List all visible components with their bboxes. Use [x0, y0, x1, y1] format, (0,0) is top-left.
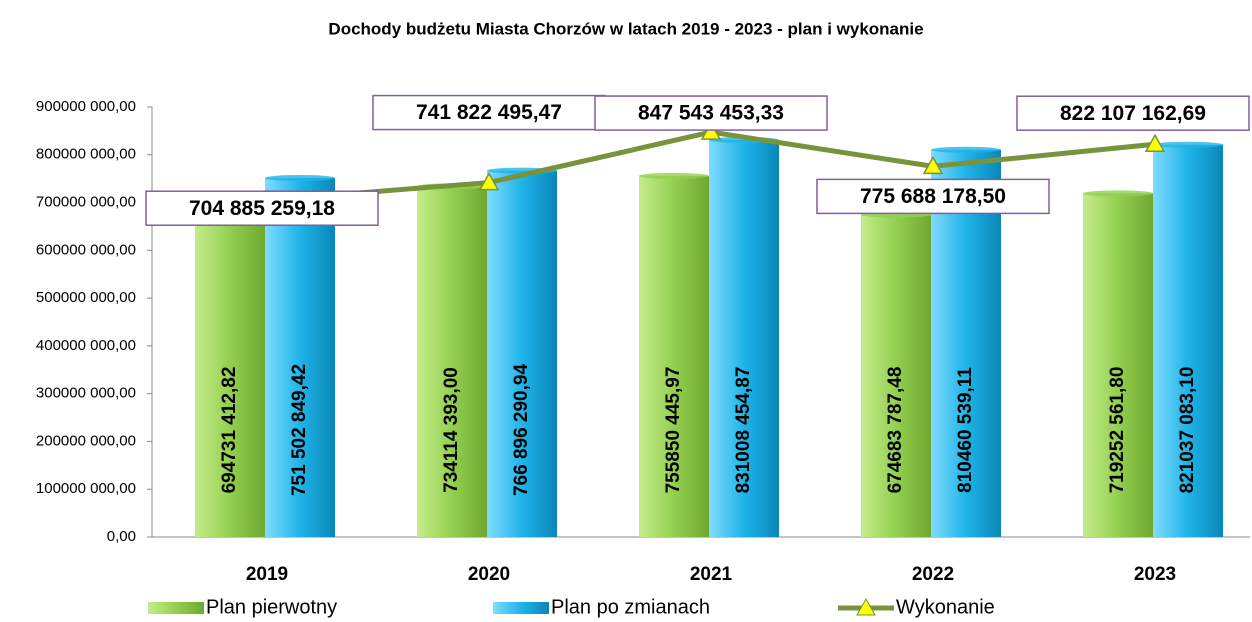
bar	[1153, 144, 1223, 537]
line-marker	[478, 172, 500, 191]
line-value-label: 775 688 178,50	[860, 185, 1006, 208]
bar-value-label: 821037 083,10	[1177, 367, 1198, 494]
bar-top	[639, 172, 709, 179]
value-label-box	[816, 178, 1050, 215]
y-tick-label: 400000 000,00	[36, 337, 136, 354]
bar-value-label: 755850 445,97	[663, 367, 684, 494]
bar-value-label: 751 502 849,42	[289, 364, 310, 496]
value-label-box	[594, 95, 828, 131]
bar	[1083, 193, 1153, 537]
legend-label: Plan pierwotny	[206, 596, 337, 618]
bar	[639, 175, 709, 537]
bar	[195, 205, 265, 538]
x-tick-label: 2021	[690, 564, 733, 585]
bar-value-label: 719252 561,80	[1107, 367, 1128, 494]
x-tick-label: 2019	[246, 564, 288, 585]
x-tick-label: 2023	[1134, 564, 1176, 585]
bar-top	[1083, 190, 1153, 197]
bar	[931, 149, 1001, 537]
bar-top	[931, 146, 1001, 153]
chart-title: Dochody budżetu Miasta Chorzów w latach …	[328, 19, 923, 38]
bar	[265, 177, 335, 537]
bar	[487, 170, 557, 537]
bar	[861, 214, 931, 538]
bar-value-label: 766 896 290,94	[511, 364, 532, 497]
bar-value-label: 810460 539,11	[955, 367, 976, 493]
y-tick-label: 700000 000,00	[36, 194, 136, 211]
line-marker	[1144, 133, 1166, 152]
bar	[417, 186, 487, 537]
x-tick-label: 2020	[468, 564, 510, 585]
line-value-label: 847 543 453,33	[638, 102, 784, 125]
line-value-label: 741 822 495,47	[416, 101, 562, 124]
bar-value-label: 734114 393,00	[441, 367, 462, 493]
x-tick-label: 2022	[912, 564, 954, 585]
y-tick-label: 900000 000,00	[36, 98, 136, 115]
line-value-label: 704 885 259,18	[189, 197, 335, 220]
y-tick-label: 100000 000,00	[36, 480, 136, 497]
bar-top	[1153, 141, 1223, 148]
legend-marker	[856, 597, 876, 616]
legend-swatch	[148, 602, 204, 614]
legend-swatch	[493, 602, 549, 614]
bar-value-label: 694731 412,82	[219, 367, 240, 494]
y-tick-label: 600000 000,00	[36, 241, 136, 258]
bar-value-label: 831008 454,87	[733, 367, 754, 494]
y-tick-label: 300000 000,00	[36, 385, 136, 402]
y-tick-label: 200000 000,00	[36, 432, 136, 449]
bar-value-label: 674683 787,48	[885, 367, 906, 494]
bar	[709, 139, 779, 537]
y-tick-label: 500000 000,00	[36, 289, 136, 306]
y-tick-label: 0,00	[107, 528, 136, 545]
legend-label: Plan po zmianach	[551, 596, 710, 618]
legend-label: Wykonanie	[896, 596, 995, 618]
line-marker	[700, 121, 722, 140]
bar-top	[265, 174, 335, 181]
value-label-box	[145, 190, 379, 226]
line-value-label: 822 107 162,69	[1060, 102, 1206, 125]
line-marker	[922, 155, 944, 175]
value-label-box	[1016, 95, 1250, 131]
y-tick-label: 800000 000,00	[36, 146, 136, 163]
